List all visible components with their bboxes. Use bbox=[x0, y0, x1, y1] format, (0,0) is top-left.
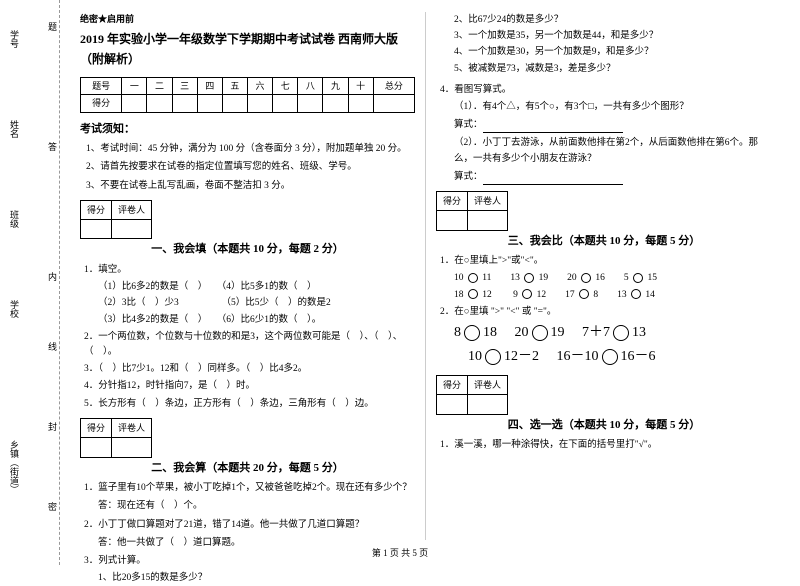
margin-label-xuehao: 学号 bbox=[8, 30, 21, 48]
hdr-5: 五 bbox=[222, 77, 247, 94]
notice-3: 3、不要在试卷上乱写乱画，卷面不整洁扣 3 分。 bbox=[80, 179, 415, 194]
section4-title: 四、选一选（本题共 10 分，每题 5 分） bbox=[436, 417, 772, 435]
s3-q1: 1．在○里填上">"或"<"。 bbox=[440, 254, 772, 269]
s2-q3-5: 5、被减数是73，减数是3，差是多少？ bbox=[454, 62, 772, 77]
s1-q1-sub2: （2）3比（ ）少3 （5）比5少（ ）的数是2 bbox=[98, 296, 415, 311]
score-header-row: 题号 一 二 三 四 五 六 七 八 九 十 总分 bbox=[81, 77, 415, 94]
score-table: 题号 一 二 三 四 五 六 七 八 九 十 总分 得分 bbox=[80, 77, 415, 113]
margin-label-xingming: 姓名 bbox=[8, 120, 21, 138]
s3-row1: 10 11 13 19 20 16 5 15 bbox=[454, 271, 772, 286]
s1-q4: 4．分针指12，时针指向7，是（ ）时。 bbox=[84, 379, 415, 394]
section3-title: 三、我会比（本题共 10 分，每题 5 分） bbox=[436, 233, 772, 251]
left-column: 绝密★启用前 2019 年实验小学一年级数学下学期期中考试试卷 西南师大版（附解… bbox=[70, 12, 426, 540]
hdr-9: 九 bbox=[323, 77, 348, 94]
s2-q3-2: 2、比67少24的数是多少？ bbox=[454, 13, 772, 28]
hdr-11: 总分 bbox=[373, 77, 414, 94]
page-footer: 第 1 页 共 5 页 bbox=[0, 546, 800, 559]
s1-q1-sub1: （1）比6多2的数是（ ） （4）比5多1的数（ ） bbox=[98, 280, 415, 295]
s2b-q4a: （1）．有4个△，有5个○，有3个□，一共有多少个图形？ bbox=[454, 100, 772, 115]
section2-title: 二、我会算（本题共 20 分，每题 5 分） bbox=[80, 460, 415, 478]
scorer-box-3: 得分评卷人 bbox=[436, 191, 508, 231]
confidential-label: 绝密★启用前 bbox=[80, 12, 415, 26]
margin-label-banji: 班级 bbox=[8, 210, 21, 228]
scorer-box-2: 得分评卷人 bbox=[80, 418, 152, 458]
scorer-c1: 得分 bbox=[81, 200, 112, 219]
s2b-calc1: 算式： bbox=[454, 118, 772, 133]
notice-2: 2、请首先按要求在试卷的指定位置填写您的姓名、班级、学号。 bbox=[80, 160, 415, 175]
side-char-6: 密 bbox=[48, 500, 57, 513]
s2-q3-3: 3、一个加数是35，另一个加数是44，和是多少？ bbox=[454, 29, 772, 44]
scorer-box-1: 得分评卷人 bbox=[80, 200, 152, 240]
margin-label-xuexiao: 学校 bbox=[8, 300, 21, 318]
hdr-7: 七 bbox=[273, 77, 298, 94]
s1-q1-sub3: （3）比4多2的数是（ ） （6）比6少1的数（ ）。 bbox=[98, 313, 415, 328]
s1-q2: 2．一个两位数，个位数与十位数的和是3，这个两位数可能是（ ）、（ ）、（ ）。 bbox=[84, 330, 415, 360]
side-char-1: 题 bbox=[48, 20, 57, 33]
s3-row2: 18 12 9 12 17 8 13 14 bbox=[454, 288, 772, 303]
s2b-calc2: 算式： bbox=[454, 170, 772, 185]
s2-a1: 答：现在还有（ ）个。 bbox=[98, 499, 415, 514]
notice-1: 1、考试时间：45 分钟，满分为 100 分（含卷面分 3 分），附加题单独 2… bbox=[80, 142, 415, 157]
s3-q2: 2．在○里填 ">" "<" 或 "="。 bbox=[440, 305, 772, 320]
scorer-c2: 评卷人 bbox=[112, 200, 152, 219]
margin-label-xiangzhen: 乡镇（街道） bbox=[8, 440, 21, 494]
hdr-4: 四 bbox=[197, 77, 222, 94]
row-label: 得分 bbox=[81, 95, 122, 112]
s2b-q4: 4．看图写算式。 bbox=[440, 83, 772, 98]
binding-margin: 学号 姓名 班级 学校 乡镇（街道） 题 答 内 线 封 密 bbox=[0, 0, 60, 565]
hdr-6: 六 bbox=[247, 77, 272, 94]
s1-q3: 3．（ ）比7少1。12和（ ）同样多。（ ）比4多2。 bbox=[84, 362, 415, 377]
s4-q1: 1．溪一溪，哪一种涂得快，在下面的括号里打"√"。 bbox=[440, 438, 772, 453]
hdr-3: 三 bbox=[172, 77, 197, 94]
right-column: 2、比67少24的数是多少？ 3、一个加数是35，另一个加数是44，和是多少？ … bbox=[426, 12, 782, 540]
exam-title: 2019 年实验小学一年级数学下学期期中考试试卷 西南师大版（附解析） bbox=[80, 30, 415, 68]
s2-q3-1: 1、比20多15的数是多少？ bbox=[98, 571, 415, 586]
side-char-5: 封 bbox=[48, 420, 57, 433]
side-char-3: 内 bbox=[48, 270, 57, 283]
s2-q1: 1．篮子里有10个苹果，被小丁吃掉1个，又被爸爸吃掉2个。现在还有多少个？ bbox=[84, 481, 415, 496]
s2-q3-4: 4、一个加数是30，另一个加数是9，和是多少？ bbox=[454, 45, 772, 60]
side-char-2: 答 bbox=[48, 140, 57, 153]
hdr-1: 一 bbox=[122, 77, 147, 94]
side-char-4: 线 bbox=[48, 340, 57, 353]
s1-q5: 5．长方形有（ ）条边，正方形有（ ）条边，三角形有（ ）边。 bbox=[84, 397, 415, 412]
hdr-10: 十 bbox=[348, 77, 373, 94]
score-value-row: 得分 bbox=[81, 95, 415, 112]
s3-bigrow1: 818 2019 7＋713 bbox=[454, 322, 772, 344]
page-container: 绝密★启用前 2019 年实验小学一年级数学下学期期中考试试卷 西南师大版（附解… bbox=[0, 0, 800, 540]
hdr-2: 二 bbox=[147, 77, 172, 94]
hdr-0: 题号 bbox=[81, 77, 122, 94]
s2b-q4b: （2）．小丁丁去游泳，从前面数他排在第2个，从后面数他排在第6个。那么，一共有多… bbox=[454, 136, 772, 166]
hdr-8: 八 bbox=[298, 77, 323, 94]
s3-bigrow2: 1012－2 16－1016－6 bbox=[454, 346, 772, 368]
notice-title: 考试须知： bbox=[80, 121, 415, 139]
s1-q1: 1．填空。 bbox=[84, 263, 415, 278]
s2-q2: 2．小丁丁做口算题对了21道，错了14道。他一共做了几道口算题？ bbox=[84, 518, 415, 533]
section1-title: 一、我会填（本题共 10 分，每题 2 分） bbox=[80, 241, 415, 259]
scorer-box-4: 得分评卷人 bbox=[436, 375, 508, 415]
